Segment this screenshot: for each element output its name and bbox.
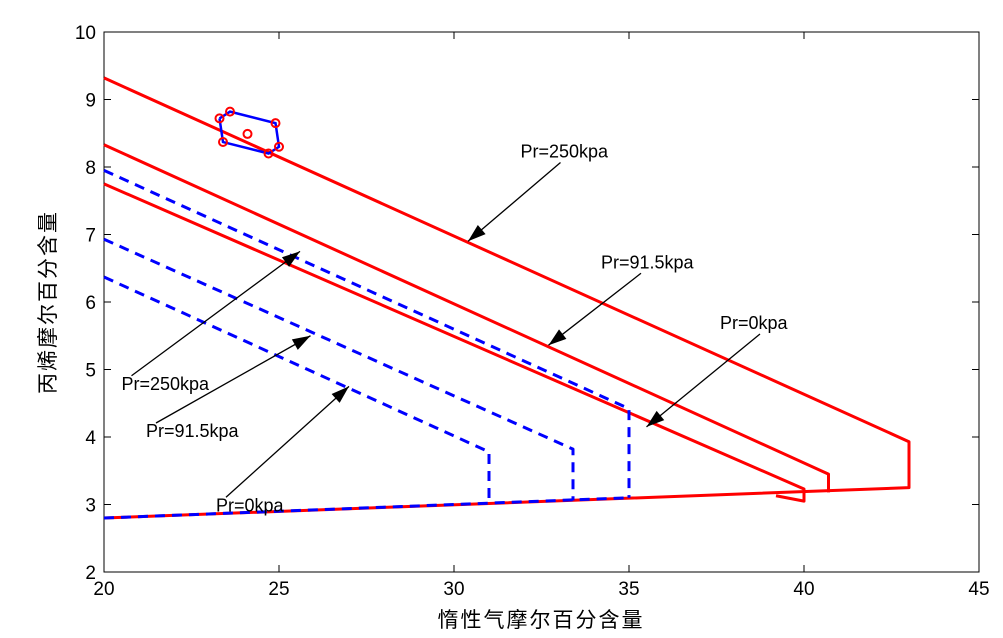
annotation-arrow-head <box>468 225 486 242</box>
series-line <box>103 76 911 520</box>
y-tick-label: 9 <box>85 91 96 112</box>
annotation-arrow-line <box>225 385 350 498</box>
x-tick-label: 45 <box>968 579 989 600</box>
annotation-arrow-head <box>331 386 349 403</box>
annotation-arrow-head <box>281 251 300 267</box>
y-tick-label: 8 <box>85 158 96 179</box>
series-line <box>103 143 830 493</box>
y-tick-label: 5 <box>85 361 96 382</box>
annotation-arrow-head <box>291 335 311 350</box>
series-line <box>103 182 806 503</box>
annotation-arrow-head <box>548 329 567 346</box>
x-axis-title: 惰性气摩尔百分含量 <box>438 608 645 632</box>
y-tick-label: 4 <box>85 428 96 449</box>
series-line-dashed <box>103 169 631 498</box>
y-axis-title: 丙烯摩尔百分含量 <box>36 210 60 394</box>
y-tick-label: 7 <box>85 226 96 247</box>
annotation-label: Pr=91.5kpa <box>601 252 695 272</box>
data-markers <box>214 106 284 159</box>
plot-area <box>103 31 980 573</box>
annotation-label: Pr=250kpa <box>122 374 211 394</box>
annotation-arrow-line <box>131 250 301 377</box>
y-tick-label: 2 <box>85 563 96 584</box>
annotation-arrow-line <box>646 333 761 428</box>
x-tick-label: 25 <box>268 579 289 600</box>
x-tick-label: 30 <box>443 579 464 600</box>
data-point <box>214 113 225 124</box>
annotation-arrow-line <box>467 162 561 242</box>
annotation-label: Pr=0kpa <box>216 495 285 515</box>
annotation-label: Pr=91.5kpa <box>146 421 240 441</box>
data-point <box>225 106 235 117</box>
series-line-dashed <box>103 275 491 503</box>
y-tick-label: 10 <box>75 23 96 44</box>
annotation-label: Pr=250kpa <box>521 142 610 162</box>
x-tick-label: 20 <box>93 579 114 600</box>
data-point-center <box>242 128 253 139</box>
annotations: Pr=250kpa Pr=91.5kpa Pr=0kpa Pr=250kpa Pr=91… <box>122 142 789 516</box>
series-line-dashed <box>103 496 630 520</box>
x-tick-label: 35 <box>618 579 639 600</box>
series-lines <box>103 76 911 520</box>
annotation-label: Pr=0kpa <box>720 313 789 333</box>
annotation-arrow-line <box>548 272 642 346</box>
data-point <box>263 148 274 159</box>
data-point <box>274 141 284 152</box>
annotation-arrow-head <box>646 410 665 427</box>
series-line-dashed <box>103 237 575 501</box>
data-point <box>270 118 281 129</box>
data-point <box>218 137 228 148</box>
y-tick-label: 3 <box>85 496 96 517</box>
annotation-arrow-line <box>155 335 311 424</box>
x-tick-label: 40 <box>793 579 814 600</box>
data-polygon <box>218 110 281 155</box>
y-tick-label: 6 <box>85 293 96 314</box>
